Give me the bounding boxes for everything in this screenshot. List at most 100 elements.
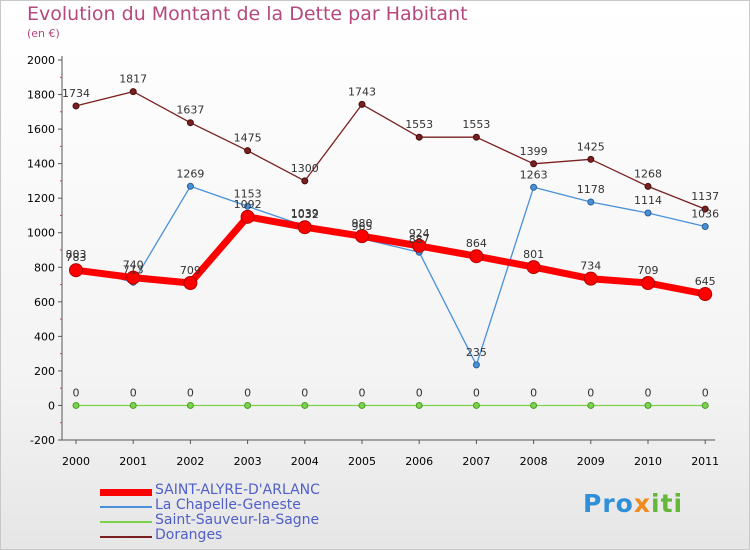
data-point xyxy=(472,133,480,141)
x-tick-label: 2002 xyxy=(176,455,204,468)
data-point xyxy=(183,275,198,290)
data-point xyxy=(297,220,312,235)
data-label: 1734 xyxy=(62,87,90,100)
legend-swatch xyxy=(100,521,152,523)
data-label: 0 xyxy=(587,386,594,399)
series-line xyxy=(75,90,706,210)
data-label: 803 xyxy=(66,248,87,261)
x-tick-label: 2011 xyxy=(691,455,719,468)
data-label: 1263 xyxy=(520,168,548,181)
y-tick-label: 1600 xyxy=(27,123,55,136)
y-tick-label: 200 xyxy=(34,365,55,378)
data-label: 1268 xyxy=(634,167,662,180)
x-tick-label: 2007 xyxy=(462,455,490,468)
data-point xyxy=(526,260,541,275)
data-label: 0 xyxy=(244,386,251,399)
data-labels: 1734 1817 1637 1475 1300 1743 1553 1553 1399 1425… xyxy=(62,73,719,400)
x-tick-label: 2005 xyxy=(348,455,376,468)
data-label: 1092 xyxy=(234,198,262,211)
data-label: 1039 xyxy=(291,207,319,220)
data-point xyxy=(301,401,309,409)
data-label: 1269 xyxy=(176,167,204,180)
y-tick-label: 0 xyxy=(48,399,55,412)
data-label: 1114 xyxy=(634,194,662,207)
data-point xyxy=(72,102,80,110)
data-point xyxy=(72,401,80,409)
x-tick-label: 2010 xyxy=(634,455,662,468)
data-point xyxy=(641,275,655,290)
data-point xyxy=(530,160,538,168)
logo-letter: P xyxy=(583,489,603,518)
data-point xyxy=(301,177,309,185)
data-point xyxy=(186,119,194,127)
logo-letter: o xyxy=(615,489,634,518)
x-tick-label: 2008 xyxy=(520,455,548,468)
data-label: 924 xyxy=(409,227,430,240)
data-label: 1399 xyxy=(520,145,548,158)
data-point xyxy=(644,401,652,409)
y-tick-label: -200 xyxy=(30,434,55,447)
data-label: 0 xyxy=(416,386,423,399)
logo-letter: i xyxy=(673,489,684,518)
data-label: 0 xyxy=(530,386,537,399)
y-tick-labels: -200 0 200 400 600 800 1000 1200 1400 1600 1800 200… xyxy=(27,54,55,447)
data-point xyxy=(129,88,137,96)
data-point xyxy=(415,133,423,141)
data-point xyxy=(587,198,595,206)
logo-letter: x xyxy=(633,489,651,518)
data-point xyxy=(472,361,480,369)
y-tick-label: 1000 xyxy=(27,227,55,240)
data-label: 864 xyxy=(466,237,487,250)
data-point xyxy=(415,401,423,409)
data-label: 0 xyxy=(73,386,80,399)
x-tick-label: 2003 xyxy=(234,455,262,468)
data-label: 0 xyxy=(702,386,709,399)
data-point xyxy=(701,401,709,409)
legend-label: Doranges xyxy=(155,527,223,543)
data-point xyxy=(472,401,480,409)
data-point xyxy=(355,229,369,244)
data-point xyxy=(701,205,709,213)
legend-label: La Chapelle-Geneste xyxy=(155,497,301,513)
data-point xyxy=(126,270,141,285)
data-point xyxy=(587,155,595,163)
x-tick-label: 2006 xyxy=(405,455,433,468)
data-point xyxy=(240,209,255,224)
data-label: 0 xyxy=(130,386,137,399)
series-points xyxy=(69,88,713,409)
data-point xyxy=(244,401,252,409)
data-label: 1036 xyxy=(691,208,719,221)
series-lines xyxy=(75,90,706,407)
data-point xyxy=(412,238,427,253)
legend-swatch xyxy=(100,488,152,496)
data-label: 1178 xyxy=(577,183,605,196)
data-point xyxy=(469,249,484,264)
data-point xyxy=(186,401,194,409)
data-point xyxy=(358,401,366,409)
data-label: 1425 xyxy=(577,140,605,153)
data-point xyxy=(358,100,366,108)
data-label: 1032 xyxy=(291,208,319,221)
data-label: 734 xyxy=(580,260,601,273)
data-point xyxy=(701,223,709,231)
data-label: 740 xyxy=(123,259,144,272)
data-point xyxy=(244,147,252,155)
data-point xyxy=(530,401,538,409)
data-point xyxy=(583,271,598,286)
data-label: 1817 xyxy=(119,73,147,86)
data-label: 965 xyxy=(352,220,373,233)
data-label: 713 xyxy=(123,263,144,276)
legend-label: SAINT-ALYRE-D'ARLANC xyxy=(155,482,320,498)
series-line xyxy=(75,213,706,298)
data-label: 709 xyxy=(638,264,659,277)
series-line xyxy=(75,185,706,366)
chart-axes xyxy=(58,56,716,444)
x-tick-labels: 2000 2001 2002 2003 2004 2005 2006 2007 2008 2009… xyxy=(62,455,719,468)
data-point xyxy=(244,202,252,210)
logo-letter: i xyxy=(651,489,661,518)
data-label: 645 xyxy=(695,275,716,288)
x-tick-label: 2004 xyxy=(291,455,319,468)
y-tick-label: 600 xyxy=(34,296,55,309)
data-point xyxy=(644,209,652,217)
